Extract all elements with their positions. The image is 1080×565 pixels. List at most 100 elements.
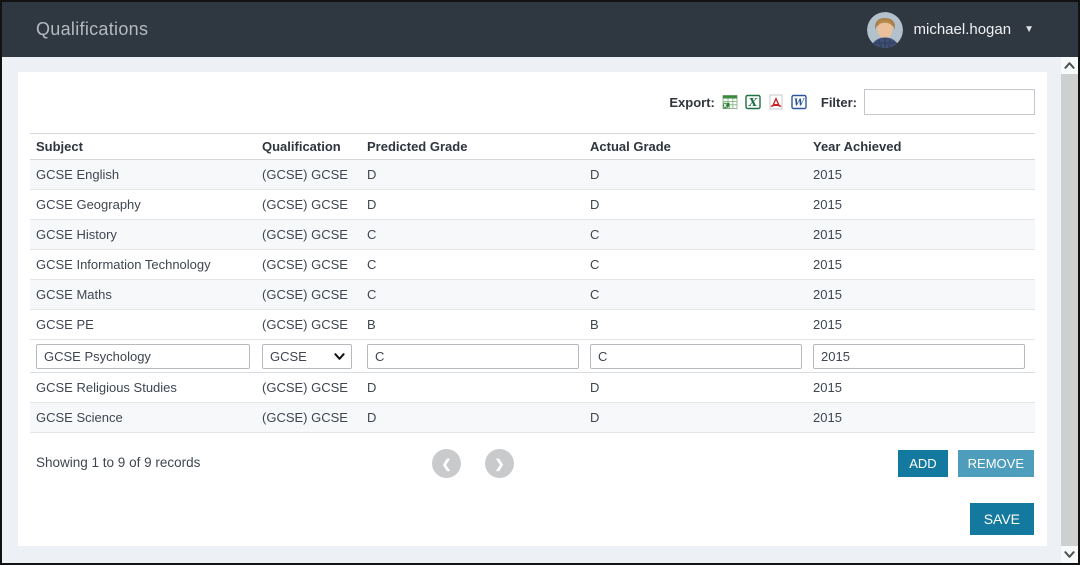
cell-actual-grade: D (590, 380, 600, 395)
cell-predicted-grade: D (367, 380, 377, 395)
cell-qualification: (GCSE) GCSE (262, 227, 348, 242)
username: michael.hogan (913, 21, 1012, 38)
predicted-grade-input[interactable] (367, 343, 579, 369)
content-area: Export: X, X (2, 57, 1078, 563)
table-row[interactable]: GCSE History (GCSE) GCSE C C 2015 (30, 220, 1035, 250)
scrollbar-thumb[interactable] (1061, 74, 1078, 546)
topbar: Qualifications michael.hogan ▼ (2, 2, 1078, 57)
scrollbar-up-button[interactable] (1061, 57, 1078, 74)
svg-text:X,: X, (723, 103, 729, 109)
cell-predicted-grade: D (367, 197, 377, 212)
filter-label: Filter: (820, 94, 857, 110)
actual-grade-input[interactable] (590, 343, 802, 369)
row-action-buttons: ADD REMOVE (898, 450, 1034, 477)
cell-qualification: (GCSE) GCSE (262, 287, 348, 302)
cell-year-achieved: 2015 (813, 317, 842, 332)
cell-predicted-grade: C (367, 227, 377, 242)
cell-qualification: (GCSE) GCSE (262, 167, 348, 182)
subject-input[interactable] (36, 343, 250, 369)
avatar (866, 11, 903, 48)
table-row[interactable]: GCSE Geography (GCSE) GCSE D D 2015 (30, 190, 1035, 220)
cell-actual-grade: C (590, 257, 600, 272)
csv-export-icon[interactable]: X, (722, 94, 738, 110)
column-header-actual-grade: Actual Grade (590, 139, 671, 154)
vertical-scrollbar[interactable] (1061, 57, 1078, 563)
cell-subject: GCSE Science (36, 410, 123, 425)
page-title: Qualifications (36, 19, 149, 39)
svg-text:W: W (794, 99, 805, 109)
table-row[interactable]: GCSE Maths (GCSE) GCSE C C 2015 (30, 280, 1035, 310)
cell-subject: GCSE English (36, 167, 120, 182)
chevron-right-icon: ❯ (494, 456, 505, 471)
scrollbar-down-button[interactable] (1061, 546, 1078, 563)
table-row[interactable]: GCSE PE (GCSE) GCSE B B 2015 (30, 310, 1035, 340)
cell-predicted-grade: D (367, 410, 377, 425)
scrollbar-up-icon (1064, 62, 1075, 69)
cell-actual-grade: B (590, 317, 599, 332)
cell-qualification: (GCSE) GCSE (262, 380, 348, 395)
cell-actual-grade: D (590, 167, 600, 182)
cell-subject: GCSE Geography (36, 197, 141, 212)
cell-subject: GCSE Maths (36, 287, 112, 302)
add-button[interactable]: ADD (898, 450, 948, 477)
svg-text:X: X (748, 96, 758, 109)
table-row[interactable]: GCSE Religious Studies (GCSE) GCSE D D 2… (30, 373, 1035, 403)
filter-input[interactable] (864, 89, 1035, 115)
cell-year-achieved: 2015 (813, 287, 842, 302)
cell-subject: GCSE History (36, 227, 117, 242)
table-header-row: Subject Qualification Predicted Grade Ac… (30, 133, 1035, 160)
column-header-subject: Subject (36, 139, 83, 154)
chevron-down-icon: ▼ (1024, 24, 1034, 35)
save-row: SAVE (30, 503, 1035, 535)
pdf-export-icon[interactable] (768, 94, 784, 110)
cell-qualification: (GCSE) GCSE (262, 317, 348, 332)
save-button[interactable]: SAVE (969, 503, 1034, 535)
table-row-editable[interactable]: GCSE (30, 340, 1035, 373)
cell-year-achieved: 2015 (813, 167, 842, 182)
table-footer: Showing 1 to 9 of 9 records ❮ ❯ ADD REMO… (30, 449, 1035, 479)
pagination-prev-button[interactable]: ❮ (432, 449, 461, 478)
avatar-photo (866, 11, 903, 48)
table-row[interactable]: GCSE English (GCSE) GCSE D D 2015 (30, 160, 1035, 190)
cell-subject: GCSE Religious Studies (36, 380, 177, 395)
cell-actual-grade: D (590, 197, 600, 212)
cell-qualification: (GCSE) GCSE (262, 257, 348, 272)
toolbar: Export: X, X (30, 89, 1035, 115)
cell-actual-grade: D (590, 410, 600, 425)
cell-year-achieved: 2015 (813, 410, 842, 425)
user-menu[interactable]: michael.hogan ▼ (866, 11, 1034, 48)
cell-actual-grade: C (590, 287, 600, 302)
column-header-year-achieved: Year Achieved (813, 139, 902, 154)
scrollbar-down-icon (1064, 551, 1075, 558)
cell-predicted-grade: C (367, 257, 377, 272)
qualifications-card: Export: X, X (18, 72, 1047, 546)
cell-qualification: (GCSE) GCSE (262, 197, 348, 212)
cell-predicted-grade: D (367, 167, 377, 182)
word-export-icon[interactable]: W (791, 94, 807, 110)
export-icons: X, X (722, 94, 807, 110)
table-row[interactable]: GCSE Information Technology (GCSE) GCSE … (30, 250, 1035, 280)
cell-year-achieved: 2015 (813, 257, 842, 272)
year-input[interactable] (813, 343, 1025, 369)
remove-button[interactable]: REMOVE (957, 450, 1034, 477)
qualification-select[interactable]: GCSE (262, 343, 352, 369)
excel-export-icon[interactable]: X (745, 94, 761, 110)
records-summary: Showing 1 to 9 of 9 records (36, 455, 201, 470)
cell-subject: GCSE Information Technology (36, 257, 211, 272)
cell-year-achieved: 2015 (813, 227, 842, 242)
qualifications-table: Subject Qualification Predicted Grade Ac… (30, 133, 1035, 433)
export-label: Export: (669, 94, 715, 110)
cell-actual-grade: C (590, 227, 600, 242)
chevron-left-icon: ❮ (441, 456, 452, 471)
column-header-qualification: Qualification (262, 139, 341, 154)
pagination-next-button[interactable]: ❯ (485, 449, 514, 478)
cell-predicted-grade: C (367, 287, 377, 302)
table-row[interactable]: GCSE Science (GCSE) GCSE D D 2015 (30, 403, 1035, 433)
cell-predicted-grade: B (367, 317, 376, 332)
cell-subject: GCSE PE (36, 317, 94, 332)
cell-year-achieved: 2015 (813, 380, 842, 395)
column-header-predicted-grade: Predicted Grade (367, 139, 468, 154)
cell-year-achieved: 2015 (813, 197, 842, 212)
cell-qualification: (GCSE) GCSE (262, 410, 348, 425)
